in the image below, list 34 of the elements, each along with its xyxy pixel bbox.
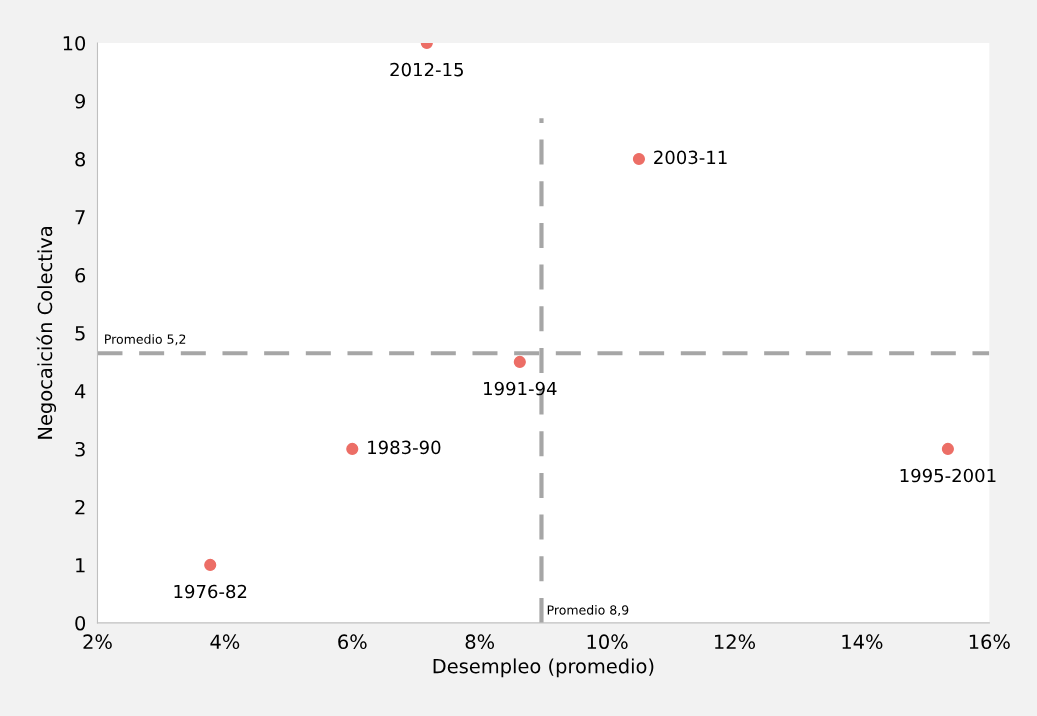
point [346, 442, 359, 456]
x-tick-label: 2% [83, 634, 112, 650]
x-axis-title: Desempleo (promedio) [433, 658, 654, 678]
y-tick-label: 4 [74, 384, 86, 399]
x-tick-label: 16% [969, 634, 1010, 650]
x-tick-label: 8% [465, 634, 495, 650]
annotation: 1983-90 [368, 440, 441, 455]
x-tick-label: 4% [210, 634, 240, 650]
point [513, 355, 526, 369]
y-axis-title: Negocaición Colectiva [36, 227, 57, 439]
y-tick-label: 2 [75, 499, 85, 515]
x-tick-label: 12% [715, 634, 756, 650]
annotation: 2003-11 [654, 150, 727, 165]
annotation: 1991-94 [484, 381, 557, 396]
y-tick-label: 7 [75, 210, 85, 225]
y-tick-label: 0 [75, 615, 86, 631]
y-tick-label: 9 [75, 93, 85, 109]
y-tick-label: 8 [75, 151, 86, 167]
ref-line-label: Promedio 8,9 [547, 605, 629, 616]
y-tick-label: 1 [76, 558, 85, 573]
x-tick-label: 6% [338, 634, 367, 650]
y-tick-label: 5 [75, 326, 85, 341]
point [941, 442, 954, 456]
y-tick-label: 10 [63, 35, 86, 51]
x-tick-label: 14% [842, 634, 883, 650]
x-tick-label: 10% [587, 634, 628, 650]
y-tick-label: 3 [75, 441, 85, 457]
point [204, 558, 217, 571]
annotation: 1976-82 [174, 584, 247, 599]
annotation: 2012-15 [390, 62, 463, 77]
ref-line-label: Promedio 5,2 [105, 334, 186, 346]
point [632, 152, 646, 166]
y-tick-label: 6 [75, 267, 86, 283]
annotation: 1995-2001 [900, 468, 996, 483]
